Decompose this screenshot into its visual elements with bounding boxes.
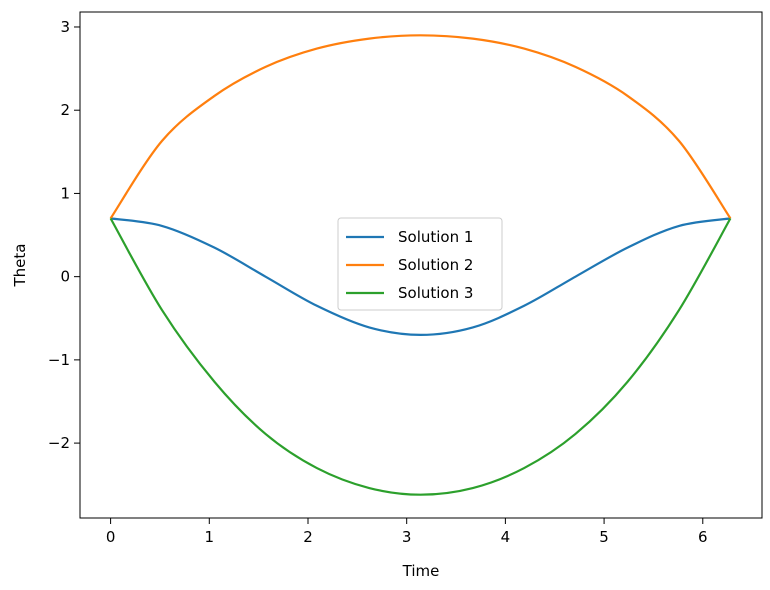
x-tick-label: 4 — [501, 528, 511, 546]
y-axis: −2 −1 0 1 2 3 — [48, 18, 80, 452]
x-tick-label: 6 — [698, 528, 708, 546]
series-line-2 — [109, 34, 732, 219]
y-tick-label: 3 — [60, 18, 70, 36]
x-tick-label: 3 — [402, 528, 412, 546]
legend-label-2: Solution 2 — [398, 256, 473, 274]
x-tick-label: 5 — [599, 528, 609, 546]
series-layer — [109, 34, 732, 496]
legend: Solution 1 Solution 2 Solution 3 — [337, 217, 503, 311]
x-tick-label: 0 — [106, 528, 116, 546]
y-tick-label: 0 — [60, 268, 70, 286]
x-axis-label: Time — [402, 562, 440, 580]
y-tick-label: 1 — [60, 184, 70, 202]
y-axis-label: Theta — [11, 244, 29, 288]
x-tick-label: 2 — [303, 528, 313, 546]
y-tick-label: −2 — [48, 434, 70, 452]
legend-label-3: Solution 3 — [398, 284, 473, 302]
series-line-1 — [110, 217, 731, 337]
plot-frame — [79, 11, 763, 519]
legend-box — [337, 217, 503, 311]
x-tick-label: 1 — [205, 528, 215, 546]
legend-label-1: Solution 1 — [398, 228, 473, 246]
y-tick-label: 2 — [60, 101, 70, 119]
y-tick-label: −1 — [48, 351, 70, 369]
series-line-3 — [109, 217, 732, 496]
x-axis: 0 1 2 3 4 5 6 — [106, 518, 708, 546]
